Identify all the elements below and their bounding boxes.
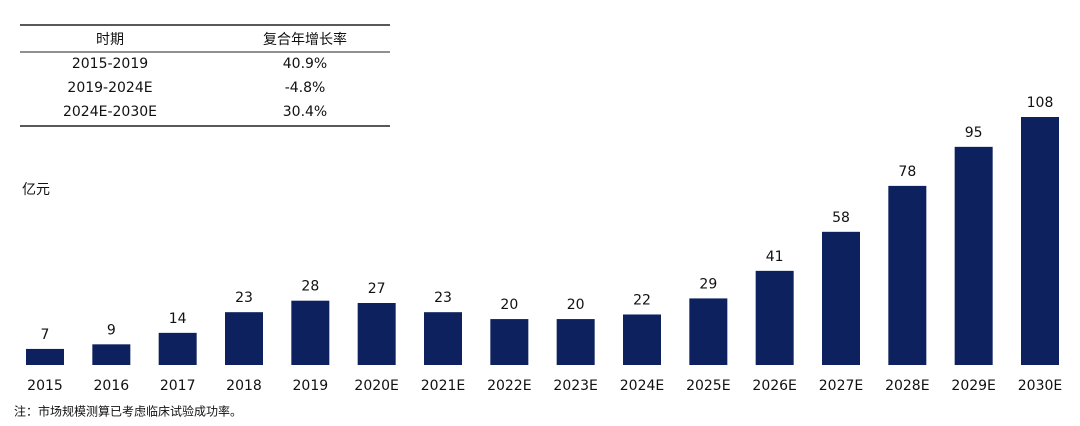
bar — [158, 332, 197, 365]
footnote: 注：市场规模测算已考虑临床试验成功率。 — [14, 404, 242, 419]
x-tick-label: 2028E — [885, 378, 929, 394]
data-label: 14 — [169, 311, 187, 327]
bar — [755, 270, 794, 365]
bar — [954, 146, 993, 365]
bar — [623, 314, 661, 365]
bar — [291, 300, 330, 365]
x-tick-label: 2026E — [752, 378, 796, 394]
data-label: 41 — [766, 249, 784, 265]
data-label: 58 — [832, 210, 850, 226]
data-label: 23 — [434, 290, 452, 306]
data-label: 20 — [500, 297, 518, 313]
x-tick-label: 2020E — [354, 378, 398, 394]
bar — [556, 319, 595, 365]
data-label: 78 — [898, 164, 916, 180]
bar — [92, 344, 131, 365]
data-label: 7 — [41, 327, 50, 343]
table-header: 复合年增长率 — [263, 31, 347, 48]
x-tick-label: 2021E — [421, 378, 465, 394]
data-label: 20 — [567, 297, 585, 313]
bar — [357, 303, 396, 365]
data-label: 27 — [368, 281, 386, 297]
x-tick-label: 2019 — [293, 378, 329, 394]
table-cell: -4.8% — [285, 80, 326, 96]
x-tick-label: 2030E — [1018, 378, 1062, 394]
x-tick-label: 2016 — [94, 378, 130, 394]
x-tick-label: 2025E — [686, 378, 730, 394]
bar — [424, 312, 462, 365]
table-cell: 2019-2024E — [67, 80, 152, 96]
data-label: 29 — [699, 276, 717, 292]
data-label: 9 — [107, 322, 116, 338]
x-tick-label: 2015 — [27, 378, 63, 394]
bar — [225, 312, 263, 365]
bar — [888, 185, 927, 365]
bar — [490, 319, 529, 365]
table-cell: 2024E-2030E — [63, 104, 157, 120]
bar — [822, 231, 860, 365]
data-label: 28 — [301, 279, 319, 295]
data-label: 23 — [235, 290, 253, 306]
x-tick-label: 2022E — [487, 378, 531, 394]
bar — [689, 298, 728, 365]
data-label: 95 — [965, 125, 983, 141]
x-tick-label: 2018 — [226, 378, 262, 394]
x-tick-label: 2029E — [951, 378, 995, 394]
x-tick-label: 2027E — [819, 378, 863, 394]
x-tick-label: 2024E — [620, 378, 664, 394]
unit-label: 亿元 — [22, 182, 50, 198]
table-header: 时期 — [96, 32, 124, 48]
data-label: 108 — [1027, 95, 1054, 111]
table-cell: 40.9% — [283, 56, 327, 72]
x-tick-label: 2023E — [553, 378, 597, 394]
bar — [26, 348, 64, 365]
data-label: 22 — [633, 292, 651, 308]
bar — [1021, 117, 1059, 365]
table-cell: 30.4% — [283, 104, 327, 120]
table-cell: 2015-2019 — [72, 56, 148, 72]
x-tick-label: 2017 — [160, 378, 196, 394]
